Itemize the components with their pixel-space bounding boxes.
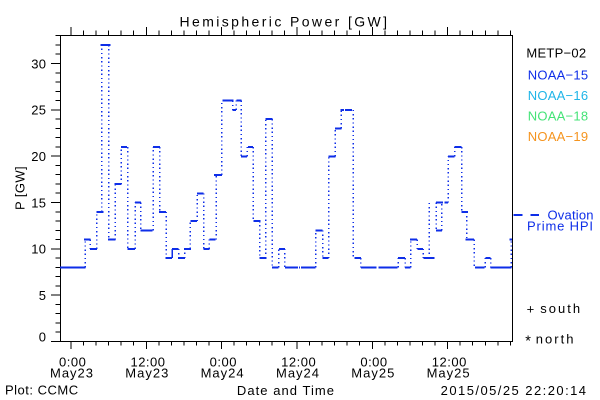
svg-text:0:00: 0:00 xyxy=(210,355,237,370)
svg-text:P [GW]: P [GW] xyxy=(13,166,28,210)
svg-text:12:00: 12:00 xyxy=(281,355,316,370)
svg-text:Hemispheric Power [GW]: Hemispheric Power [GW] xyxy=(180,14,390,30)
svg-text:*: * xyxy=(525,333,531,349)
svg-text:May23: May23 xyxy=(50,366,94,381)
svg-text:May25: May25 xyxy=(427,366,471,381)
svg-text:Ovation: Ovation xyxy=(548,208,594,223)
svg-text:NOAA−18: NOAA−18 xyxy=(528,109,589,124)
svg-text:+: + xyxy=(527,302,535,317)
svg-text:0: 0 xyxy=(39,330,46,345)
svg-text:0:00: 0:00 xyxy=(59,355,86,370)
svg-text:Prime HPI: Prime HPI xyxy=(527,219,594,234)
svg-text:NOAA−15: NOAA−15 xyxy=(528,68,589,83)
svg-text:2015/05/25 22:20:14: 2015/05/25 22:20:14 xyxy=(441,383,588,398)
svg-text:NOAA−19: NOAA−19 xyxy=(528,129,589,144)
svg-text:Date and Time: Date and Time xyxy=(237,383,335,398)
svg-text:May24: May24 xyxy=(276,366,320,381)
svg-text:12:00: 12:00 xyxy=(130,355,165,370)
svg-text:NOAA−16: NOAA−16 xyxy=(528,88,589,103)
svg-text:15: 15 xyxy=(31,195,46,210)
svg-text:10: 10 xyxy=(31,242,46,257)
svg-text:Plot: CCMC: Plot: CCMC xyxy=(5,383,79,398)
svg-text:south: south xyxy=(540,301,582,316)
svg-text:May25: May25 xyxy=(351,366,395,381)
svg-text:25: 25 xyxy=(31,103,46,118)
svg-text:20: 20 xyxy=(31,149,46,164)
svg-text:0:00: 0:00 xyxy=(360,355,387,370)
svg-text:May23: May23 xyxy=(125,366,169,381)
svg-text:May24: May24 xyxy=(201,366,245,381)
svg-text:30: 30 xyxy=(31,56,46,71)
svg-text:METP−02: METP−02 xyxy=(526,46,586,61)
svg-text:12:00: 12:00 xyxy=(432,355,467,370)
svg-text:north: north xyxy=(536,332,576,347)
svg-text:5: 5 xyxy=(39,288,46,303)
